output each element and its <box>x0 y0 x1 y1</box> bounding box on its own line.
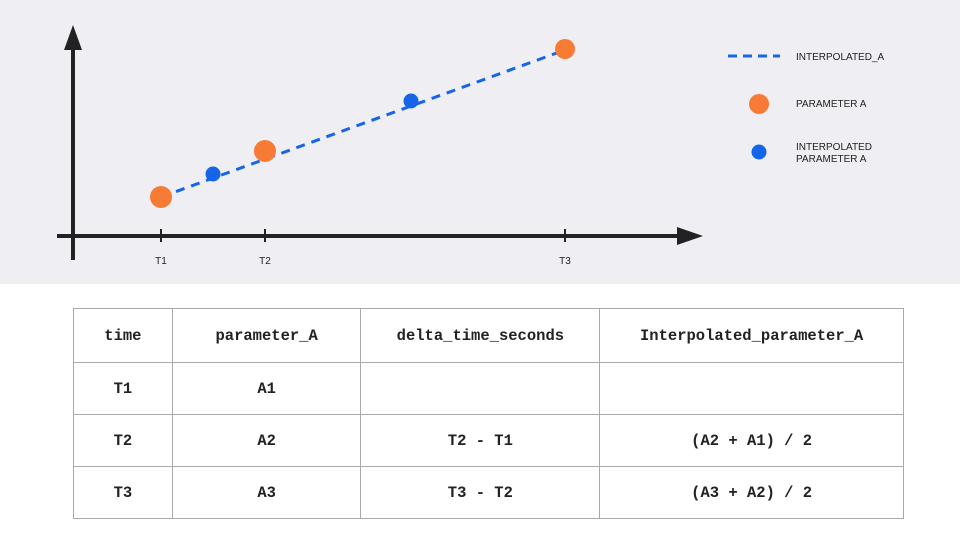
cell-interpolated <box>599 362 904 415</box>
cell-interpolated: (A2 + A1) / 2 <box>599 414 904 467</box>
table-row: T1 A1 <box>73 362 904 415</box>
legend-label-line: INTERPOLATED <box>796 142 872 153</box>
cell-delta-time <box>360 362 601 415</box>
cell-parameter-a: A1 <box>171 362 362 415</box>
parameter-point <box>254 140 276 162</box>
legend-label-parameter-a: PARAMETER A <box>796 99 867 110</box>
legend-label-interpolated-a: INTERPOLATED_A <box>796 52 884 63</box>
interpolated-point <box>403 93 419 109</box>
cell-parameter-a: A2 <box>171 414 362 467</box>
legend-parameter-swatch <box>749 94 769 114</box>
header-parameter-a: parameter_A <box>171 308 362 363</box>
legend-label-interpolated-parameter-a: INTERPOLATED PARAMETER A <box>796 142 875 165</box>
interpolated-line <box>160 48 566 199</box>
cell-time: T1 <box>73 362 173 415</box>
header-delta-time-seconds: delta_time_seconds <box>360 308 601 363</box>
legend-label-line: PARAMETER A <box>796 154 867 165</box>
table-row: T3 A3 T3 - T2 (A3 + A2) / 2 <box>73 466 904 519</box>
header-interpolated-parameter-a: Interpolated_parameter_A <box>599 308 904 363</box>
tick-label-t1: T1 <box>155 256 167 267</box>
interpolation-diagram: T1 T2 T3 INTERPOLATED_A PARAMETER A INTE… <box>57 25 884 267</box>
header-time: time <box>73 308 173 363</box>
cell-parameter-a: A3 <box>171 466 362 519</box>
x-axis-arrow <box>677 227 703 245</box>
table-row: T2 A2 T2 - T1 (A2 + A1) / 2 <box>73 414 904 467</box>
y-axis-arrow <box>64 25 82 50</box>
tick-label-t2: T2 <box>259 256 271 267</box>
cell-time: T2 <box>73 414 173 467</box>
legend-interpolated-swatch <box>751 144 767 160</box>
cell-delta-time: T2 - T1 <box>360 414 601 467</box>
parameter-point <box>150 186 172 208</box>
legend: INTERPOLATED_A PARAMETER A INTERPOLATED … <box>728 52 884 165</box>
cell-delta-time: T3 - T2 <box>360 466 601 519</box>
interpolated-point <box>205 166 221 182</box>
cell-interpolated: (A3 + A2) / 2 <box>599 466 904 519</box>
table-header-row: time parameter_A delta_time_seconds Inte… <box>73 308 904 363</box>
cell-time: T3 <box>73 466 173 519</box>
parameter-point <box>555 39 575 59</box>
interpolation-table: time parameter_A delta_time_seconds Inte… <box>73 308 904 519</box>
tick-label-t3: T3 <box>559 256 571 267</box>
